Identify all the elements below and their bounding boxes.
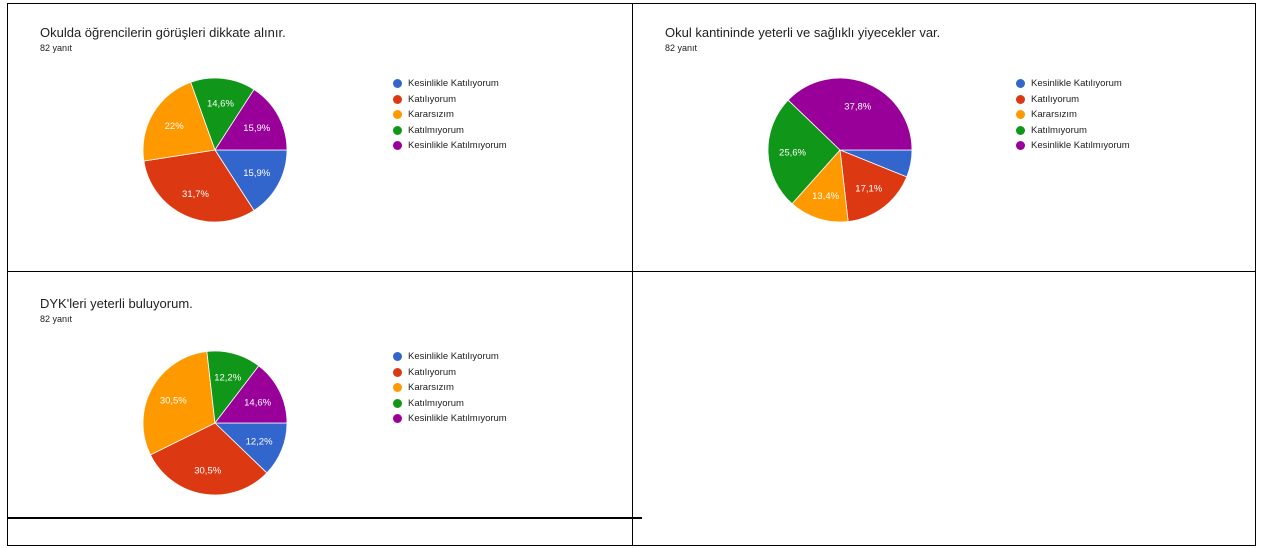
chart-title: Okulda öğrencilerin görüşleri dikkate al… bbox=[40, 25, 286, 40]
legend-item: Katılmıyorum bbox=[393, 123, 507, 139]
slice-label: 22% bbox=[165, 121, 185, 132]
grid-row-divider bbox=[7, 271, 1256, 272]
chart-legend: Kesinlikle Katılıyorum Katılıyorum Kararsı… bbox=[393, 349, 507, 427]
pie-slice bbox=[149, 422, 268, 496]
legend-color-swatch bbox=[1016, 141, 1025, 151]
slice-label: 13,4% bbox=[812, 191, 839, 202]
slice-label: 14,6% bbox=[244, 397, 271, 408]
grid-top-border bbox=[7, 3, 1256, 4]
chart-title: DYK'leri yeterli buluyorum. bbox=[40, 296, 193, 311]
slice-label: 30,5% bbox=[194, 465, 221, 476]
legend-item: Kesinlikle Katılıyorum bbox=[393, 76, 507, 92]
slice-label: 17,1% bbox=[855, 183, 882, 194]
pie-slice bbox=[787, 77, 913, 151]
slice-label: 25,6% bbox=[779, 147, 806, 158]
legend-label: Katılmıyorum bbox=[1031, 124, 1087, 136]
slice-label: 30,5% bbox=[160, 396, 187, 407]
legend-item: Kesinlikle Katılmıyorum bbox=[393, 411, 507, 427]
chart-legend: Kesinlikle Katılıyorum Katılıyorum Kararsı… bbox=[393, 76, 507, 154]
legend-label: Katılmıyorum bbox=[408, 124, 464, 136]
slice-label: 37,8% bbox=[844, 101, 871, 112]
slice-label: 12,2% bbox=[214, 373, 241, 384]
pie-slice bbox=[767, 99, 841, 205]
grid-bottom-border bbox=[7, 545, 1256, 546]
response-count: 82 yanıt bbox=[40, 43, 73, 53]
legend-item: Katılıyorum bbox=[393, 92, 507, 108]
pie-slice bbox=[791, 149, 849, 223]
legend-label: Kararsızım bbox=[1031, 109, 1077, 121]
legend-color-swatch bbox=[393, 352, 402, 362]
legend-label: Katılıyorum bbox=[1031, 93, 1080, 105]
grid-middle-divider bbox=[632, 3, 633, 546]
legend-label: Kesinlikle Katılmıyorum bbox=[408, 140, 507, 152]
chart-title: Okul kantininde yeterli ve sağlıklı yiye… bbox=[665, 25, 941, 40]
slice-label: 31,7% bbox=[182, 189, 209, 200]
legend-item: Kararsızım bbox=[1016, 107, 1130, 123]
slice-label: 15,9% bbox=[243, 123, 270, 134]
pie-slice bbox=[214, 149, 288, 212]
pie-slice bbox=[214, 365, 288, 424]
legend-label: Kesinlikle Katılıyorum bbox=[1031, 78, 1122, 90]
legend-color-swatch bbox=[393, 398, 402, 408]
legend-color-swatch bbox=[393, 79, 402, 89]
pie-chart: 17,1% 13,4% 25,6% 37,8% bbox=[767, 77, 913, 223]
legend-item: Kesinlikle Katılıyorum bbox=[393, 349, 507, 365]
legend-color-swatch bbox=[1016, 94, 1025, 104]
legend-item: Kesinlikle Katılıyorum bbox=[1016, 76, 1130, 92]
legend-label: Katılıyorum bbox=[408, 93, 457, 105]
legend-label: Kararsızım bbox=[408, 109, 454, 121]
legend-color-swatch bbox=[393, 383, 402, 393]
empty-panel bbox=[632, 271, 1256, 545]
legend-label: Kararsızım bbox=[408, 382, 454, 394]
legend-label: Kesinlikle Katılıyorum bbox=[408, 78, 499, 90]
legend-item: Kararsızım bbox=[393, 380, 507, 396]
legend-color-swatch bbox=[393, 414, 402, 424]
grid-stray-line bbox=[7, 517, 642, 519]
chart-legend: Kesinlikle Katılıyorum Katılıyorum Kararsı… bbox=[1016, 76, 1130, 154]
legend-color-swatch bbox=[393, 141, 402, 151]
legend-label: Kesinlikle Katılmıyorum bbox=[1031, 140, 1130, 152]
response-count: 82 yanıt bbox=[665, 43, 698, 53]
legend-label: Kesinlikle Katılıyorum bbox=[408, 351, 499, 363]
grid-right-border bbox=[1255, 3, 1256, 546]
pie-chart: 12,2% 30,5% 30,5% 12,2% 14,6% bbox=[142, 350, 288, 496]
legend-color-swatch bbox=[393, 125, 402, 135]
pie-chart: 15,9% 31,7% 22% 14,6% 15,9% bbox=[142, 77, 288, 223]
legend-label: Kesinlikle Katılmıyorum bbox=[408, 413, 507, 425]
legend-item: Kesinlikle Katılmıyorum bbox=[393, 138, 507, 154]
legend-color-swatch bbox=[393, 367, 402, 377]
pie-slice bbox=[142, 351, 216, 456]
legend-color-swatch bbox=[393, 110, 402, 120]
pie-slice bbox=[142, 81, 216, 162]
legend-item: Katılıyorum bbox=[393, 365, 507, 381]
pie-slice bbox=[214, 88, 288, 151]
legend-item: Katılmıyorum bbox=[393, 396, 507, 412]
legend-label: Katılmıyorum bbox=[408, 397, 464, 409]
legend-item: Katılıyorum bbox=[1016, 92, 1130, 108]
legend-label: Katılıyorum bbox=[408, 366, 457, 378]
legend-item: Kesinlikle Katılmıyorum bbox=[1016, 138, 1130, 154]
legend-item: Katılmıyorum bbox=[1016, 123, 1130, 139]
slice-label: 15,9% bbox=[243, 168, 270, 179]
pie-slice bbox=[143, 149, 255, 223]
slice-label: 12,2% bbox=[246, 436, 273, 447]
response-count: 82 yanıt bbox=[40, 314, 73, 324]
legend-color-swatch bbox=[1016, 125, 1025, 135]
legend-color-swatch bbox=[1016, 110, 1025, 120]
chart-panel-2: Okul kantininde yeterli ve sağlıklı yiye… bbox=[632, 0, 1256, 271]
grid-left-border bbox=[7, 3, 8, 546]
slice-label: 14,6% bbox=[207, 98, 234, 109]
pie-slice bbox=[839, 149, 908, 222]
legend-item: Kararsızım bbox=[393, 107, 507, 123]
chart-panel-1: Okulda öğrencilerin görüşleri dikkate al… bbox=[0, 0, 632, 271]
legend-color-swatch bbox=[1016, 79, 1025, 89]
pie-slice bbox=[190, 77, 255, 151]
legend-color-swatch bbox=[393, 94, 402, 104]
chart-panel-3: DYK'leri yeterli buluyorum. 82 yanıt 12,… bbox=[0, 271, 632, 517]
